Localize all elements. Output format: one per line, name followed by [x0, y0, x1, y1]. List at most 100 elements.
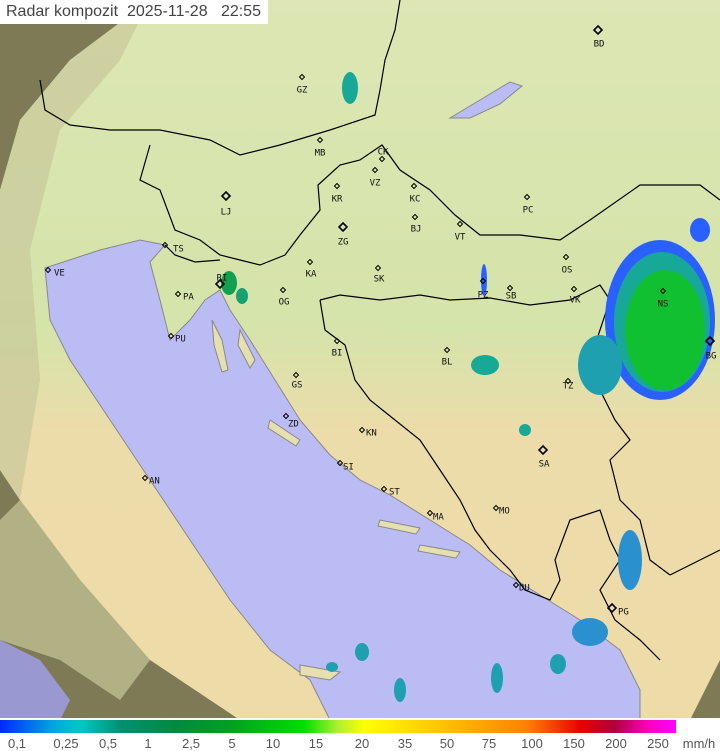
- city-og: OG: [279, 286, 290, 308]
- city-zg: ZG: [337, 221, 349, 248]
- rain-echo: [342, 72, 358, 104]
- city-label: MB: [315, 149, 326, 159]
- legend-label: 10: [265, 736, 281, 751]
- city-ka: KA: [306, 258, 317, 280]
- city-marker-icon: [337, 221, 349, 233]
- city-marker-icon: [564, 377, 572, 385]
- city-kn: KN: [358, 426, 377, 439]
- legend-color-scale: [0, 720, 676, 733]
- city-label: LJ: [221, 208, 232, 218]
- city-label: KR: [332, 195, 343, 205]
- rain-echo: [326, 662, 338, 672]
- city-vt: VT: [455, 220, 466, 243]
- city-marker-icon: [174, 290, 182, 298]
- city-vz: VZ: [370, 166, 381, 189]
- city-marker-icon: [167, 332, 175, 340]
- rain-echo: [550, 654, 566, 674]
- city-du: DU: [512, 581, 530, 594]
- city-marker-icon: [333, 182, 341, 190]
- city-label: SK: [374, 275, 385, 285]
- city-marker-icon: [279, 286, 287, 294]
- city-marker-icon: [220, 190, 232, 202]
- city-pa: PA: [174, 290, 194, 303]
- product-name: Radar kompozit: [6, 3, 119, 20]
- legend-label: 0,5: [98, 736, 118, 751]
- city-bj: BJ: [411, 213, 421, 235]
- legend-label: 250: [647, 736, 669, 751]
- city-lj: LJ: [220, 190, 232, 218]
- city-label: PZ: [478, 291, 489, 301]
- city-label: OG: [279, 298, 290, 308]
- city-label: SI: [343, 463, 354, 473]
- legend-label: 5: [228, 736, 236, 751]
- city-marker-icon: [512, 581, 520, 589]
- map-title: Radar kompozit 2025-11-28 22:55: [0, 0, 268, 24]
- city-label: PA: [183, 293, 194, 303]
- city-label: AN: [149, 477, 160, 487]
- city-marker-icon: [371, 166, 379, 174]
- city-mo: MO: [492, 504, 510, 517]
- city-label: ST: [389, 488, 400, 498]
- city-label: ZD: [288, 420, 299, 430]
- city-marker-icon: [374, 264, 382, 272]
- city-label: GS: [292, 381, 303, 391]
- legend-label: 150: [563, 736, 585, 751]
- city-ma: MA: [426, 509, 444, 523]
- city-label: PG: [618, 608, 629, 618]
- rain-echo: [236, 288, 248, 304]
- city-marker-icon: [492, 504, 500, 512]
- city-kr: KR: [332, 182, 343, 205]
- city-marker-icon: [562, 253, 570, 261]
- radar-map[interactable]: GZ BD MB CK VZ KR KC PC LJ ZG BJ VT TS VE RI KA SK OS PA PZ…: [0, 0, 720, 720]
- city-ns: NS: [658, 287, 669, 310]
- city-marker-icon: [506, 284, 514, 292]
- rain-echo: [578, 335, 622, 395]
- city-markers: GZ BD MB CK VZ KR KC PC LJ ZG BJ VT TS VE RI KA SK OS PA PZ…: [44, 24, 716, 618]
- city-marker-icon: [336, 459, 344, 467]
- city-marker-icon: [282, 412, 290, 420]
- country-borders: [39, 0, 720, 661]
- legend-label: 0,1: [7, 736, 27, 751]
- legend-label: 35: [397, 736, 413, 751]
- city-bl: BL: [442, 346, 452, 368]
- tyrrhenian-sea: [0, 640, 70, 720]
- city-marker-icon: [592, 24, 604, 36]
- city-label: MO: [499, 507, 510, 517]
- city-tz: TZ: [563, 377, 574, 392]
- city-marker-icon: [141, 474, 149, 482]
- legend-unit: mm/h: [682, 736, 716, 751]
- city-label: TS: [173, 245, 184, 255]
- city-label: TZ: [563, 382, 574, 392]
- islands: [211, 319, 461, 681]
- rain-echo: [625, 270, 705, 390]
- legend-label: 50: [439, 736, 455, 751]
- city-label: KC: [410, 195, 421, 205]
- city-pg: PG: [606, 602, 629, 618]
- legend-label: 0,25: [53, 736, 79, 751]
- rain-echo: [471, 355, 499, 375]
- city-marker-icon: [292, 371, 300, 379]
- city-marker-icon: [378, 155, 386, 163]
- city-marker-icon: [570, 285, 578, 293]
- city-label: VE: [54, 269, 65, 279]
- timestamp-time: 22:55: [220, 3, 261, 20]
- city-label: BI: [332, 349, 343, 359]
- city-label: NS: [658, 300, 669, 310]
- city-sb: SB: [506, 284, 516, 302]
- city-marker-icon: [537, 444, 549, 456]
- city-marker-icon: [298, 73, 306, 81]
- city-label: PC: [523, 206, 534, 216]
- city-sk: SK: [374, 264, 385, 285]
- city-gs: GS: [292, 371, 303, 391]
- city-gz: GZ: [297, 73, 308, 96]
- lake-balaton: [448, 81, 524, 119]
- rain-echo: [491, 663, 503, 693]
- city-label: PU: [175, 335, 186, 345]
- city-label: KA: [306, 270, 317, 280]
- city-marker-icon: [704, 335, 716, 347]
- city-pc: PC: [523, 193, 534, 216]
- city-st: ST: [380, 485, 400, 498]
- city-ve: VE: [44, 266, 65, 279]
- city-label: VK: [570, 296, 581, 306]
